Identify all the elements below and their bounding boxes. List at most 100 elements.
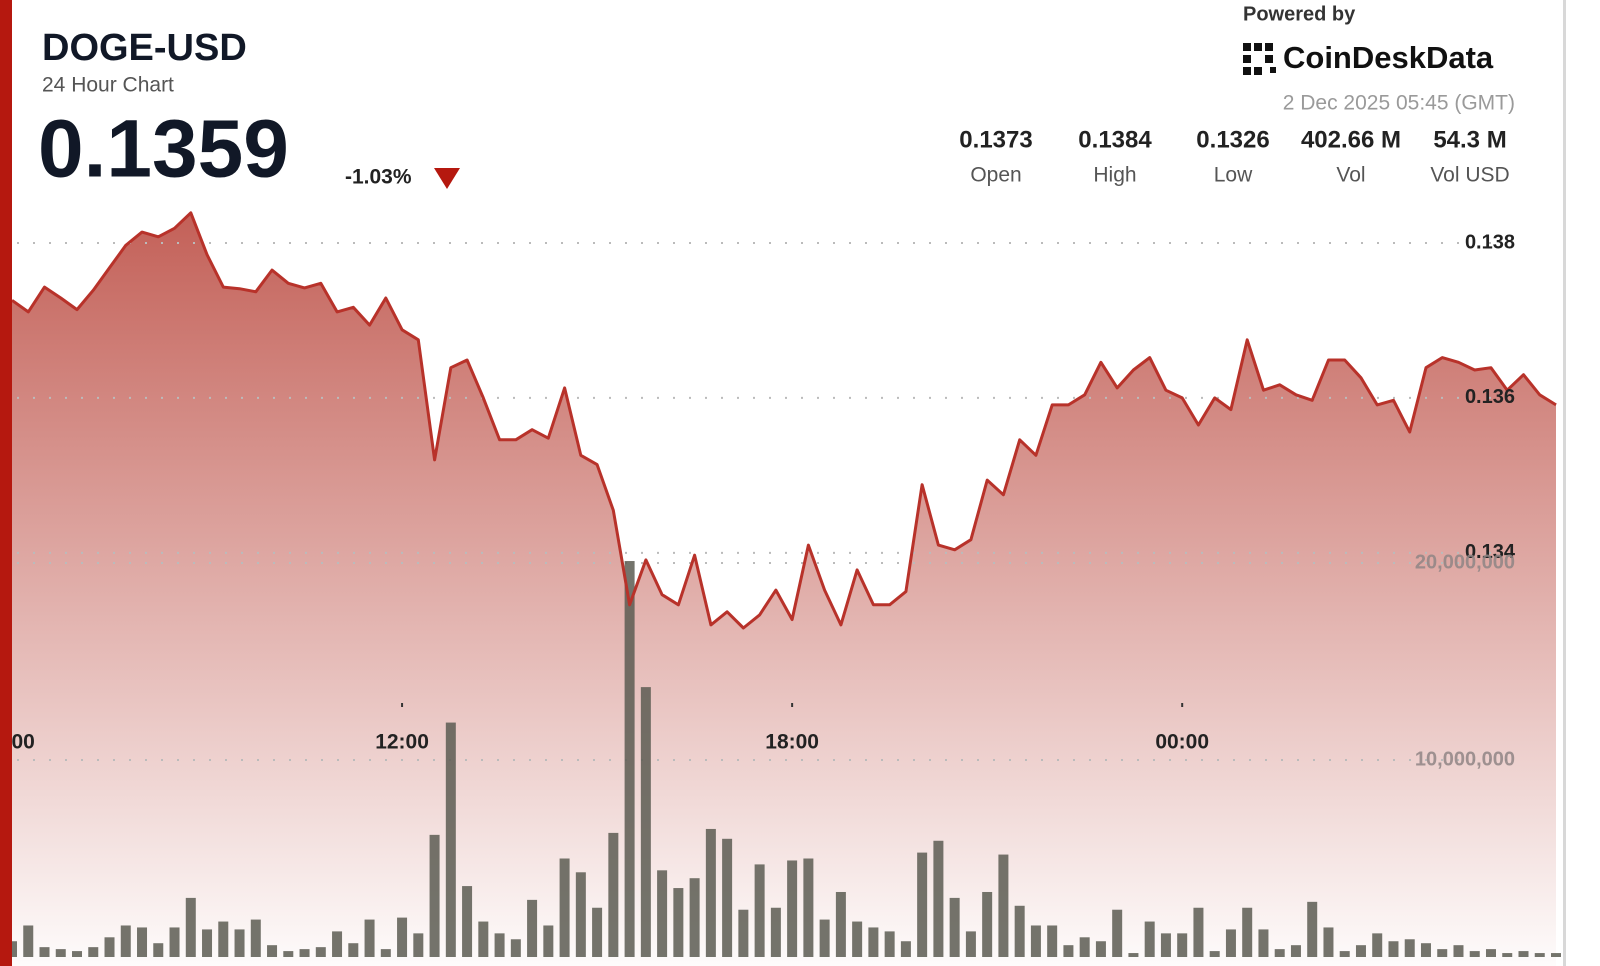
volume-bar [478, 921, 489, 957]
stat-value: 402.66 M [1301, 126, 1401, 153]
volume-bar [868, 927, 879, 957]
volume-bar [1453, 945, 1464, 957]
volume-bar [803, 858, 814, 957]
volume-bar [657, 870, 668, 957]
y-tick-label: 0.136 [1465, 386, 1515, 408]
volume-bar [852, 921, 863, 957]
volume-bar [965, 931, 976, 957]
y-tick-label: 0.138 [1465, 231, 1515, 253]
volume-bar [120, 925, 131, 957]
volume-bar [348, 943, 359, 957]
volume-bar [1437, 949, 1448, 957]
volume-bar [137, 927, 148, 957]
volume-bar [23, 925, 34, 957]
volume-bar [72, 951, 83, 957]
volume-bar [819, 919, 830, 957]
stat-label: High [1093, 164, 1136, 187]
volume-bar [202, 929, 213, 957]
volume-bar [1518, 951, 1529, 957]
subtitle: 24 Hour Chart [42, 74, 174, 97]
volume-bar [153, 943, 164, 957]
volume-bar [1079, 937, 1090, 957]
volume-bar [1274, 949, 1285, 957]
stat-value: 0.1384 [1078, 126, 1152, 153]
volume-bar [185, 897, 196, 957]
volume-bar [575, 872, 586, 957]
volume-bar [283, 951, 294, 957]
volume-bar [299, 949, 310, 957]
stat-value: 0.1326 [1196, 126, 1269, 153]
volume-tick-label: 10,000,000 [1415, 748, 1515, 770]
stats: 0.1373 Open 0.1384 High 0.1326 Low 402.66 M Vol… [959, 126, 1509, 186]
accent-bar [0, 0, 12, 966]
volume-bar [397, 917, 408, 957]
volume-bar [429, 834, 440, 957]
price-line [11, 211, 1557, 630]
volume-bar [1323, 927, 1334, 957]
volume-bar [543, 925, 554, 957]
volume-bar [462, 886, 473, 957]
volume-bar [1128, 953, 1139, 957]
volume-bar [1551, 953, 1561, 957]
x-tick-label: 00:00 [1155, 731, 1209, 754]
volume-bar [1404, 939, 1415, 957]
stat-label: Vol USD [1430, 164, 1509, 187]
volume-bar [1225, 929, 1236, 957]
plot-area: 06:0012:0018:0000:000.1340.1360.13810,00… [0, 211, 1561, 966]
down-arrow [434, 168, 460, 189]
volume-bar [1144, 921, 1155, 957]
volume-bar [1290, 945, 1301, 957]
volume-bar [1534, 953, 1545, 957]
volume-bar [1307, 901, 1318, 957]
volume-bar [413, 933, 424, 957]
volume-bar [510, 939, 521, 957]
volume-bar [169, 927, 180, 957]
volume-bar [998, 854, 1009, 957]
volume-bar [1355, 945, 1366, 957]
volume-bar [1469, 951, 1480, 957]
volume-bar [1242, 907, 1253, 957]
volume-tick-label: 20,000,000 [1415, 551, 1515, 573]
volume-bar [608, 832, 619, 957]
volume-bar [1502, 953, 1513, 957]
volume-bar [267, 945, 278, 957]
volume-bar [949, 897, 960, 957]
volume-bar [1160, 933, 1171, 957]
price-area [12, 212, 1556, 966]
volume-bar [1095, 941, 1106, 957]
volume-bar [445, 722, 456, 957]
volume-bar [1030, 925, 1041, 957]
volume-bar [55, 949, 66, 957]
volume-bar [250, 919, 261, 957]
volume-bar [982, 891, 993, 957]
volume-bar [88, 947, 99, 957]
volume-bar [738, 909, 749, 957]
stat-value: 54.3 M [1433, 126, 1506, 153]
logo-icon [1243, 43, 1276, 75]
timestamp: 2 Dec 2025 05:45 (GMT) [1283, 92, 1515, 115]
volume-bar [1485, 949, 1496, 957]
volume-bar [234, 929, 245, 957]
volume-bar [39, 947, 50, 957]
stat-label: Low [1214, 164, 1253, 187]
volume-bar [624, 561, 635, 957]
volume-bar [592, 907, 603, 957]
change: -1.03% [345, 166, 412, 189]
volume-bar [494, 933, 505, 957]
y-tick-label: 0.134 [1465, 541, 1516, 563]
volume-bar [1193, 907, 1204, 957]
volume-bar [1112, 909, 1123, 957]
x-tick-label: 12:00 [375, 731, 429, 754]
volume-bar [559, 858, 570, 957]
stat-label: Vol [1336, 164, 1365, 187]
volume-bar [332, 931, 343, 957]
edge [1563, 0, 1566, 966]
volume-bar [673, 888, 684, 957]
price: 0.1359 [38, 104, 289, 195]
volume-bar [1420, 943, 1431, 957]
volume-bar [770, 907, 781, 957]
volume-bar [1388, 941, 1399, 957]
volume-bar [754, 864, 765, 957]
volume-bar [722, 838, 733, 957]
volume-bar [104, 937, 115, 957]
